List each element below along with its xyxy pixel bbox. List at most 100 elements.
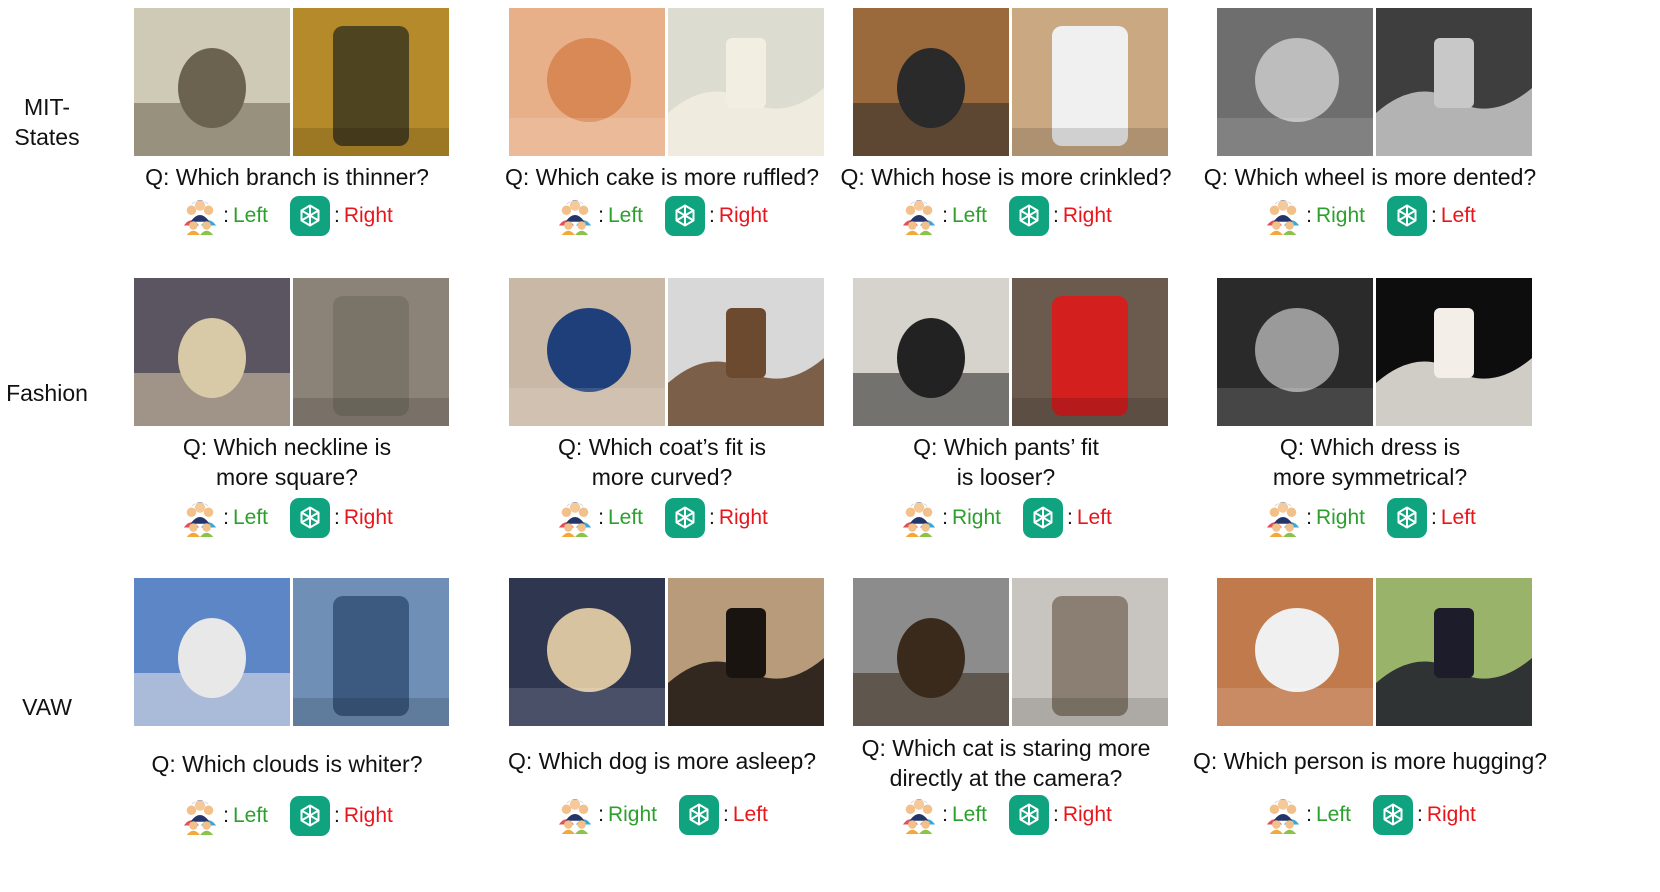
- colon: :: [334, 506, 340, 529]
- chatgpt-logo-icon: [290, 196, 330, 236]
- chatgpt-logo-icon: [679, 795, 719, 835]
- left-image: [853, 278, 1009, 426]
- left-image: [134, 578, 290, 726]
- example-cell-r0-c2: Q: Which hose is more crinkled? : Left :…: [840, 0, 1213, 892]
- right-image: [293, 278, 449, 426]
- question-text: Q: Which coat’s fit is more curved?: [558, 434, 766, 490]
- colon: :: [1306, 204, 1312, 227]
- crowd-people-icon: [181, 499, 219, 537]
- left-image: [1217, 278, 1373, 426]
- gpt-answer: Left: [1440, 506, 1476, 529]
- gpt-answer-group: : Right: [1009, 795, 1112, 835]
- gpt-answer-group: : Right: [290, 196, 393, 236]
- human-answer-group: : Left: [900, 796, 987, 834]
- example-cell-r0-c0: Q: Which branch is thinner? : Left : Rig…: [134, 0, 494, 892]
- chatgpt-logo-icon: [1023, 498, 1063, 538]
- human-answer-group: : Left: [181, 197, 268, 235]
- colon: :: [1417, 803, 1423, 826]
- gpt-answer: Left: [1076, 506, 1112, 529]
- gpt-answer-group: : Left: [679, 795, 768, 835]
- crowd-people-icon: [1264, 796, 1302, 834]
- human-answer-group: : Left: [181, 499, 268, 537]
- chatgpt-logo-icon: [290, 796, 330, 836]
- left-image: [509, 278, 665, 426]
- question-text: Q: Which branch is thinner?: [145, 164, 429, 190]
- colon: :: [942, 506, 948, 529]
- human-answer: Left: [951, 803, 987, 826]
- gpt-answer-group: : Left: [1023, 498, 1112, 538]
- left-image: [853, 8, 1009, 156]
- colon: :: [223, 506, 229, 529]
- answers-row: : Left : Right: [134, 796, 440, 836]
- answers-row: : Left : Right: [134, 196, 440, 236]
- row-label-mit-states: MIT- States: [14, 94, 80, 150]
- crowd-people-icon: [900, 796, 938, 834]
- gpt-answer-group: : Right: [665, 498, 768, 538]
- colon: :: [223, 204, 229, 227]
- question-text: Q: Which hose is more crinkled?: [840, 164, 1172, 190]
- example-cell-r1-c1: Q: Which coat’s fit is more curved? : Le…: [509, 0, 869, 892]
- image-pair: [853, 8, 1168, 156]
- image-pair: [134, 8, 449, 156]
- answers-row: : Right : Left: [1217, 196, 1523, 236]
- image-pair: [1217, 278, 1532, 426]
- image-pair: [134, 278, 449, 426]
- crowd-people-icon: [1264, 197, 1302, 235]
- human-answer-group: : Left: [1264, 796, 1351, 834]
- gpt-answer-group: : Left: [1387, 196, 1476, 236]
- chatgpt-logo-icon: [290, 498, 330, 538]
- human-answer-group: : Left: [900, 197, 987, 235]
- answers-row: : Right : Left: [509, 795, 815, 835]
- gpt-answer-group: : Right: [1009, 196, 1112, 236]
- crowd-people-icon: [556, 796, 594, 834]
- question-text: Q: Which pants’ fit is looser?: [913, 434, 1099, 490]
- right-image: [668, 578, 824, 726]
- question-text: Q: Which dress is more symmetrical?: [1272, 434, 1468, 490]
- human-answer-group: : Left: [181, 797, 268, 835]
- colon: :: [942, 803, 948, 826]
- question-text: Q: Which cat is staring more directly at…: [861, 735, 1151, 791]
- gpt-answer: Right: [343, 506, 393, 529]
- colon: :: [1053, 204, 1059, 227]
- colon: :: [723, 803, 729, 826]
- crowd-people-icon: [181, 197, 219, 235]
- question-text: Q: Which person is more hugging?: [1192, 748, 1548, 774]
- human-answer: Left: [607, 506, 643, 529]
- question-text: Q: Which clouds is whiter?: [151, 751, 423, 777]
- left-image: [509, 8, 665, 156]
- human-answer: Left: [607, 204, 643, 227]
- crowd-people-icon: [900, 197, 938, 235]
- colon: :: [942, 204, 948, 227]
- image-pair: [134, 578, 449, 726]
- answers-row: : Left : Right: [134, 498, 440, 538]
- left-image: [1217, 8, 1373, 156]
- crowd-people-icon: [556, 499, 594, 537]
- colon: :: [1053, 803, 1059, 826]
- crowd-people-icon: [1264, 499, 1302, 537]
- left-image: [1217, 578, 1373, 726]
- right-image: [1012, 8, 1168, 156]
- right-image: [1376, 8, 1532, 156]
- image-pair: [1217, 578, 1532, 726]
- question-text: Q: Which wheel is more dented?: [1203, 164, 1537, 190]
- human-answer: Right: [1315, 204, 1365, 227]
- colon: :: [709, 506, 715, 529]
- colon: :: [598, 506, 604, 529]
- left-image: [853, 578, 1009, 726]
- human-answer-group: : Right: [900, 499, 1001, 537]
- colon: :: [598, 803, 604, 826]
- chatgpt-logo-icon: [665, 498, 705, 538]
- example-cell-r1-c2: Q: Which pants’ fit is looser? : Right :…: [853, 0, 1213, 892]
- crowd-people-icon: [556, 197, 594, 235]
- answers-row: : Left : Right: [853, 196, 1159, 236]
- chatgpt-logo-icon: [1009, 795, 1049, 835]
- human-answer-group: : Right: [1264, 499, 1365, 537]
- chatgpt-logo-icon: [1373, 795, 1413, 835]
- image-pair: [509, 578, 824, 726]
- left-image: [134, 8, 290, 156]
- gpt-answer-group: : Right: [290, 796, 393, 836]
- answers-row: : Left : Right: [509, 498, 815, 538]
- gpt-answer: Right: [1062, 204, 1112, 227]
- gpt-answer: Right: [1062, 803, 1112, 826]
- gpt-answer-group: : Left: [1387, 498, 1476, 538]
